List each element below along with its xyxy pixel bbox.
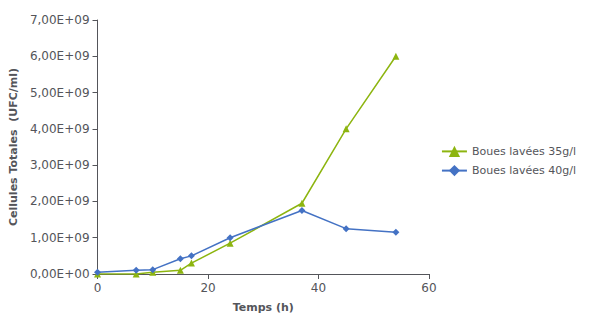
svg-text:7,00E+09: 7,00E+09	[30, 13, 90, 27]
svg-text:0,00E+00: 0,00E+00	[30, 267, 90, 281]
svg-text:Cellules Totales (UFC/ml): Cellules Totales (UFC/ml)	[7, 68, 20, 226]
svg-text:1,00E+09: 1,00E+09	[30, 231, 90, 245]
svg-text:6,00E+09: 6,00E+09	[30, 49, 90, 63]
svg-text:Boues lavées 40g/l: Boues lavées 40g/l	[472, 164, 576, 177]
svg-text:Boues lavées 35g/l: Boues lavées 35g/l	[472, 145, 576, 158]
svg-text:5,00E+09: 5,00E+09	[30, 86, 90, 100]
svg-text:40: 40	[311, 281, 326, 295]
svg-text:Temps (h): Temps (h)	[233, 301, 294, 314]
svg-text:60: 60	[421, 281, 436, 295]
svg-text:3,00E+09: 3,00E+09	[30, 158, 90, 172]
svg-text:0: 0	[94, 281, 102, 295]
svg-text:20: 20	[200, 281, 215, 295]
svg-text:2,00E+09: 2,00E+09	[30, 194, 90, 208]
svg-text:4,00E+09: 4,00E+09	[30, 122, 90, 136]
